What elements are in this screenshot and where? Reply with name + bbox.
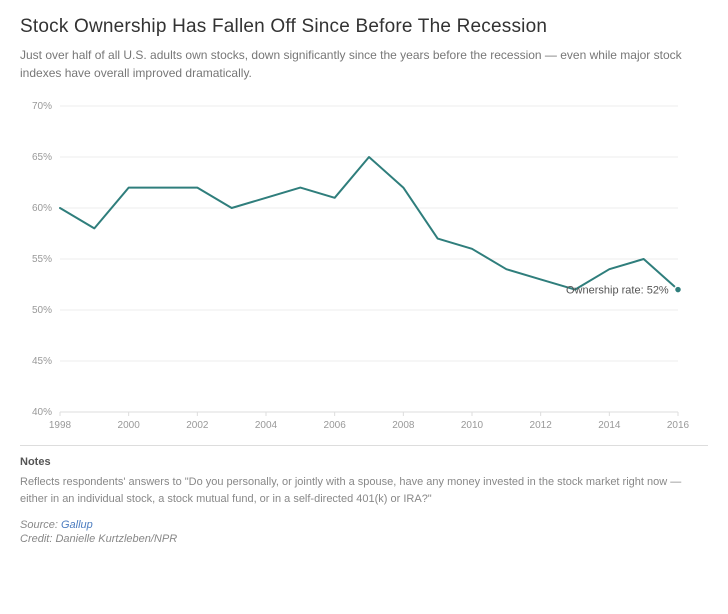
line-chart: 40% 45% 50% 55% 60% 65% 70% 1998 2000 2002 2004 200…	[20, 96, 708, 441]
chart-card: Stock Ownership Has Fallen Off Since Bef…	[0, 0, 728, 567]
svg-text:2004: 2004	[255, 420, 278, 431]
svg-text:45%: 45%	[32, 356, 52, 367]
svg-text:2010: 2010	[461, 420, 484, 431]
svg-text:2002: 2002	[186, 420, 209, 431]
source-prefix: Source:	[20, 519, 61, 531]
credit-prefix: Credit:	[20, 533, 55, 545]
svg-text:65%: 65%	[32, 152, 52, 163]
chart-subtitle: Just over half of all U.S. adults own st…	[20, 46, 708, 82]
svg-text:2008: 2008	[392, 420, 415, 431]
svg-text:70%: 70%	[32, 101, 52, 112]
svg-text:50%: 50%	[32, 305, 52, 316]
credit-line: Credit: Danielle Kurtzleben/NPR	[20, 533, 708, 545]
svg-text:55%: 55%	[32, 254, 52, 265]
svg-text:2006: 2006	[324, 420, 347, 431]
svg-text:2012: 2012	[530, 420, 553, 431]
svg-text:2014: 2014	[598, 420, 621, 431]
notes-text: Reflects respondents' answers to "Do you…	[20, 474, 708, 507]
svg-text:2000: 2000	[118, 420, 141, 431]
svg-text:2016: 2016	[667, 420, 690, 431]
credit-text: Danielle Kurtzleben/NPR	[55, 533, 177, 545]
svg-text:1998: 1998	[49, 420, 72, 431]
svg-text:40%: 40%	[32, 407, 52, 418]
notes-heading: Notes	[20, 456, 708, 468]
source-line: Source: Gallup	[20, 519, 708, 531]
source-link[interactable]: Gallup	[61, 519, 93, 531]
chart-title: Stock Ownership Has Fallen Off Since Bef…	[20, 16, 708, 38]
svg-text:60%: 60%	[32, 203, 52, 214]
line-chart-svg: 40% 45% 50% 55% 60% 65% 70% 1998 2000 2002 2004 200…	[20, 96, 708, 436]
divider	[20, 445, 708, 446]
svg-text:Ownership rate: 52%: Ownership rate: 52%	[566, 285, 669, 297]
